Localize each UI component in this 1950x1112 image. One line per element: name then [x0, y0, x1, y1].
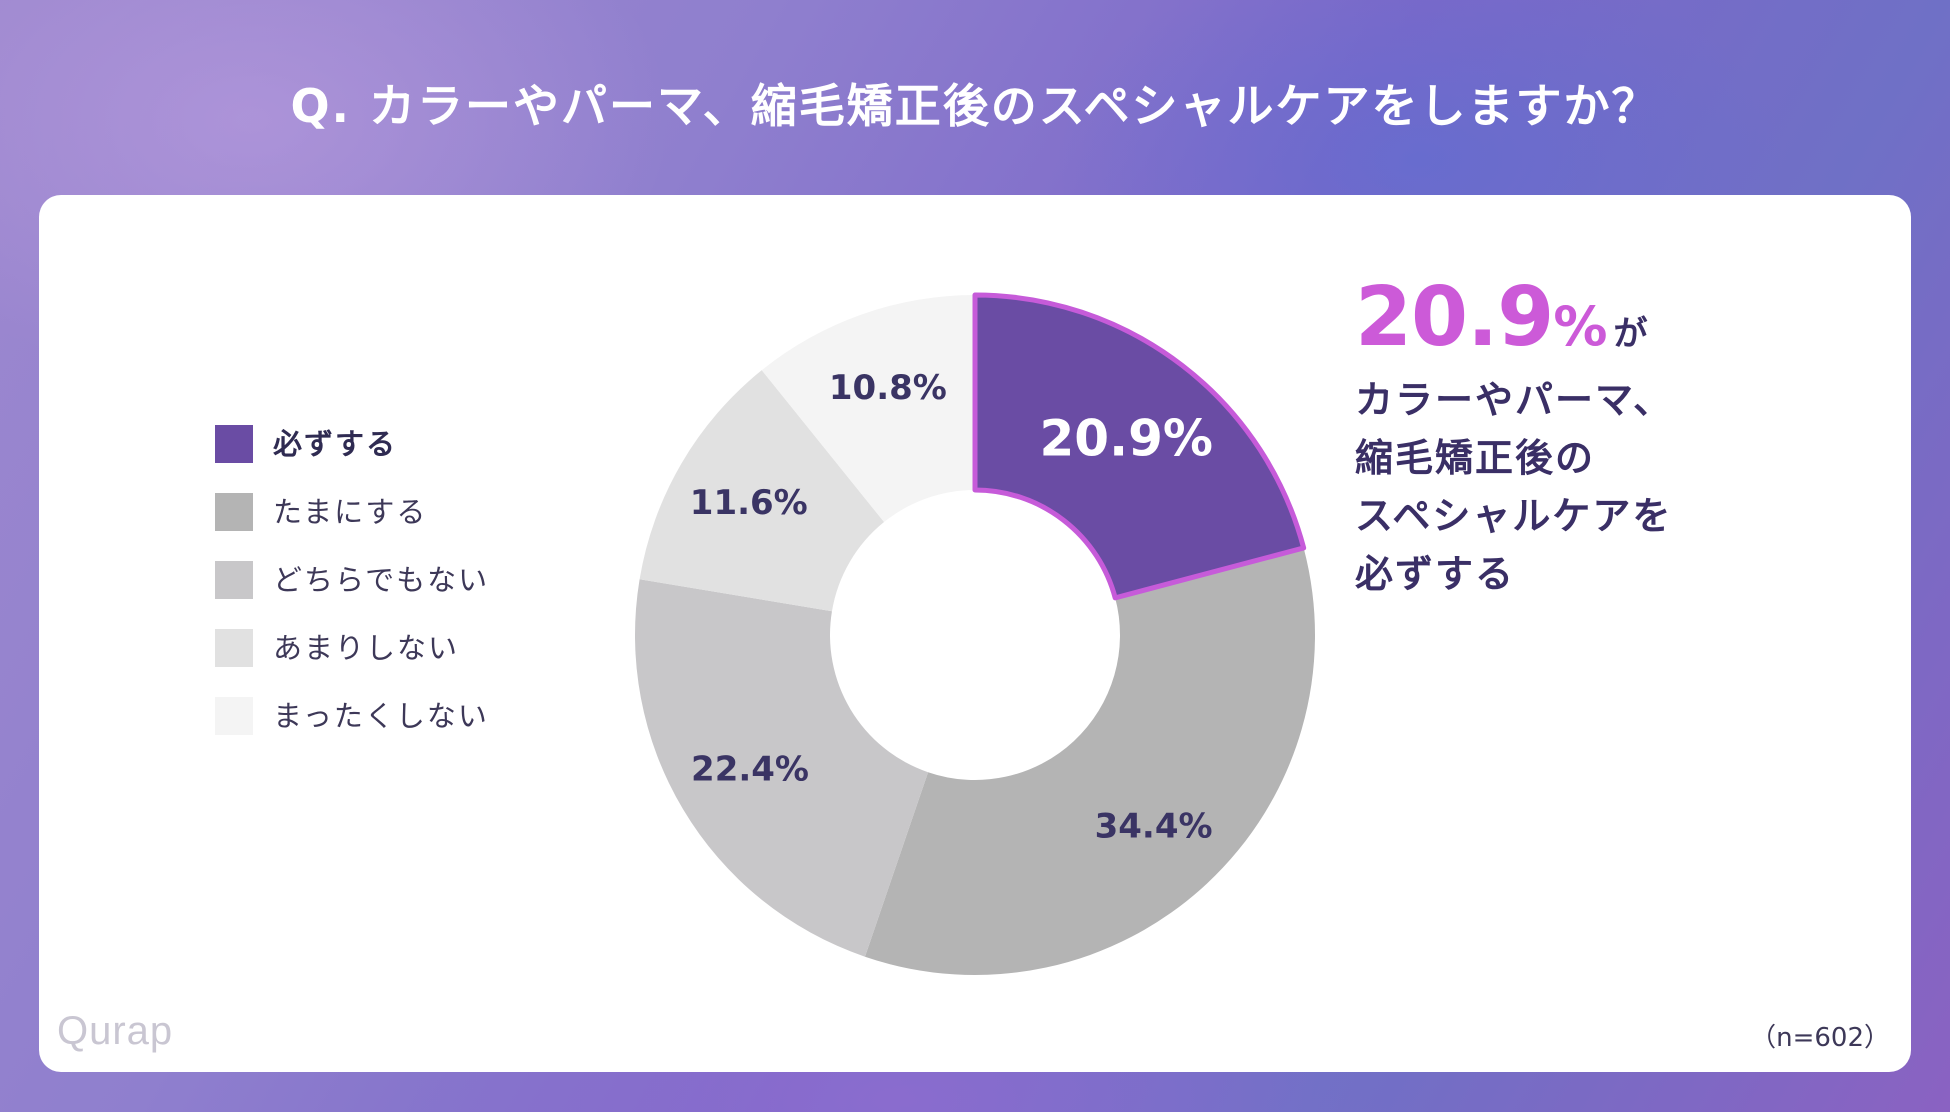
legend-label: どちらでもない: [273, 563, 490, 597]
callout-line: 必ずする: [1355, 552, 1516, 596]
callout: 20.9% が カラーやパーマ、 縮毛矯正後の スペシャルケアを 必ずする: [1355, 270, 1673, 603]
legend-label: あまりしない: [273, 631, 460, 665]
callout-line: カラーやパーマ、: [1355, 378, 1674, 422]
slice-value-label: 22.4%: [691, 749, 809, 789]
slice-value-label: 20.9%: [1040, 409, 1213, 467]
chart-title: Q. カラーやパーマ、縮毛矯正後のスペシャルケアをしますか？: [290, 79, 1660, 133]
slice-rarely: [639, 370, 885, 612]
slice-value-label: 11.6%: [690, 483, 808, 523]
legend-swatch: [215, 629, 253, 667]
legend-label: 必ずする: [273, 427, 398, 461]
legend-swatch: [215, 697, 253, 735]
slice-value-label: 34.4%: [1095, 807, 1213, 847]
legend-label: まったくしない: [273, 699, 489, 733]
slice-sometimes: [864, 547, 1315, 976]
brand-logo: Qurap: [57, 1009, 174, 1053]
legend-swatch: [215, 493, 253, 531]
slice-never: [761, 295, 975, 523]
callout-unit: %: [1553, 295, 1608, 358]
callout-particle: が: [1613, 314, 1648, 354]
legend-swatch: [215, 561, 253, 599]
slice-always: [972, 292, 1307, 601]
slice-value-label: 10.8%: [829, 368, 947, 408]
legend-label: たまにする: [273, 495, 428, 529]
callout-line: 縮毛矯正後の: [1355, 436, 1596, 480]
slice-neither: [635, 579, 929, 957]
sample-size: （n=602）: [1750, 1023, 1890, 1053]
legend-swatch: [215, 425, 253, 463]
callout-line: スペシャルケアを: [1355, 494, 1673, 538]
callout-value: 20.9: [1355, 270, 1554, 365]
